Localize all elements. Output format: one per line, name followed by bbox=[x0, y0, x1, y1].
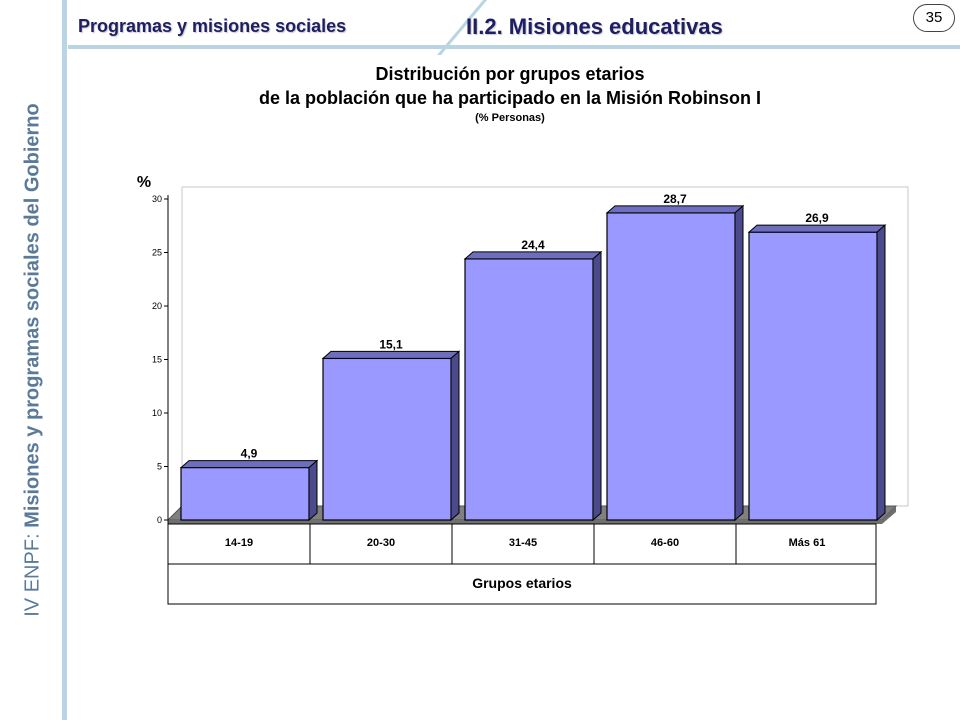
y-tick-label: 15 bbox=[152, 355, 162, 365]
y-tick-label: 30 bbox=[152, 194, 162, 204]
x-axis-label: Grupos etarios bbox=[472, 575, 572, 591]
bar-side-face bbox=[734, 204, 744, 522]
page-number-badge: 35 bbox=[913, 4, 955, 32]
bar bbox=[322, 357, 452, 521]
x-axis-title-box bbox=[167, 563, 877, 605]
bar bbox=[464, 258, 594, 521]
data-label: 28,7 bbox=[663, 192, 687, 206]
y-tick-label: 0 bbox=[157, 515, 162, 525]
chart-title-block: Distribución por grupos etarios de la po… bbox=[180, 62, 840, 126]
side-accent-bar bbox=[62, 0, 67, 720]
bar-side-face bbox=[450, 350, 460, 522]
x-tick-label: 20-30 bbox=[367, 537, 395, 549]
x-tick-label: 46-60 bbox=[651, 537, 679, 549]
section-label: Programas y misiones sociales bbox=[78, 16, 347, 36]
bar bbox=[180, 466, 310, 521]
bar-side-face bbox=[592, 250, 602, 522]
bar-top-face bbox=[463, 251, 603, 260]
bar-top-face bbox=[605, 205, 745, 214]
data-label: 24,4 bbox=[521, 238, 545, 252]
x-tick-label: Más 61 bbox=[789, 537, 826, 549]
bar-side-face bbox=[308, 459, 318, 522]
y-tick-label: 5 bbox=[157, 462, 162, 472]
category-row-box bbox=[167, 523, 877, 565]
y-tick-label: 25 bbox=[152, 248, 162, 258]
data-label: 15,1 bbox=[379, 337, 403, 351]
bar-side-face bbox=[876, 224, 886, 522]
chart-subtitle: (% Personas) bbox=[475, 112, 545, 124]
header-divider bbox=[68, 45, 960, 49]
bar-top-face bbox=[747, 224, 887, 233]
x-tick-label: 31-45 bbox=[509, 537, 537, 549]
bar-top-face bbox=[179, 460, 319, 469]
x-tick-label: 14-19 bbox=[225, 537, 253, 549]
page-title: II.2. Misiones educativas bbox=[466, 14, 723, 39]
data-label: 26,9 bbox=[805, 211, 829, 225]
data-label: 4,9 bbox=[241, 447, 258, 461]
y-axis-label: % bbox=[137, 174, 151, 191]
chart-title-line-2: de la población que ha participado en la… bbox=[258, 88, 762, 108]
bar bbox=[748, 231, 878, 521]
bar bbox=[606, 212, 736, 521]
y-tick-label: 20 bbox=[152, 301, 162, 311]
bar-top-face bbox=[321, 350, 461, 359]
chart-title-line-1: Distribución por grupos etarios bbox=[375, 64, 645, 84]
y-tick-label: 10 bbox=[152, 408, 162, 418]
